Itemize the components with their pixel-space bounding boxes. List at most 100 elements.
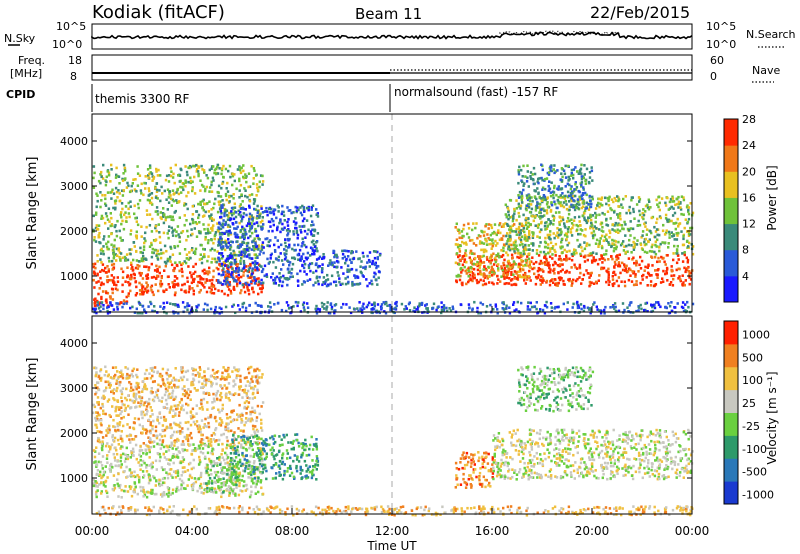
data-cell: [268, 207, 271, 211]
data-cell: [613, 196, 616, 200]
data-cell: [306, 251, 310, 255]
data-cell: [442, 306, 446, 310]
data-cell: [218, 306, 221, 310]
data-cell: [115, 173, 118, 177]
data-cell: [602, 257, 605, 260]
data-cell: [504, 269, 507, 272]
data-cell: [243, 264, 246, 267]
data-cell: [589, 215, 593, 218]
data-cell: [565, 254, 568, 257]
data-cell: [210, 167, 213, 170]
data-cell: [485, 240, 488, 243]
data-cell: [230, 275, 233, 279]
data-cell: [464, 269, 467, 273]
data-cell: [255, 480, 258, 483]
data-cell: [306, 302, 309, 305]
data-cell: [148, 164, 152, 167]
data-cell: [581, 249, 584, 253]
data-cell: [259, 174, 263, 177]
data-cell: [301, 237, 304, 241]
data-cell: [492, 308, 495, 311]
data-cell: [632, 248, 636, 251]
data-cell: [467, 222, 470, 226]
data-cell: [258, 180, 261, 184]
data-cell: [641, 278, 644, 281]
data-cell: [544, 255, 547, 258]
data-cell: [461, 281, 464, 285]
data-cell: [574, 183, 577, 186]
data-cell: [505, 251, 508, 254]
data-cell: [535, 252, 539, 255]
data-cell: [228, 211, 231, 215]
data-cell: [143, 493, 147, 497]
data-cell: [181, 262, 184, 265]
data-cell: [231, 240, 234, 244]
data-cell: [282, 263, 285, 266]
data-cell: [175, 191, 178, 194]
data-cell: [309, 269, 312, 273]
data-cell: [256, 268, 259, 272]
data-cell: [224, 282, 227, 286]
data-cell: [239, 262, 242, 265]
data-cell: [650, 255, 653, 258]
data-cell: [589, 226, 592, 230]
data-cell: [544, 241, 548, 245]
data-cell: [546, 201, 549, 204]
data-cell: [576, 170, 579, 173]
data-cell: [614, 263, 617, 266]
data-cell: [109, 180, 112, 183]
data-cell: [148, 464, 151, 467]
data-cell: [539, 250, 542, 254]
data-cell: [268, 309, 271, 312]
data-cell: [545, 211, 549, 215]
data-cell: [199, 288, 202, 292]
data-cell: [181, 230, 185, 233]
data-cell: [249, 276, 252, 279]
data-cell: [638, 213, 642, 217]
data-cell: [92, 165, 96, 168]
data-cell: [126, 266, 129, 269]
data-cell: [124, 169, 127, 173]
data-cell: [112, 192, 116, 195]
data-cell: [138, 281, 141, 285]
data-cell: [624, 251, 627, 254]
data-cell: [200, 261, 204, 265]
data-cell: [247, 292, 251, 296]
data-cell: [167, 462, 170, 465]
data-cell: [517, 202, 520, 206]
data-cell: [259, 480, 262, 484]
data-cell: [329, 282, 332, 286]
data-cell: [138, 311, 141, 315]
data-cell: [473, 273, 476, 277]
data-cell: [159, 199, 162, 203]
data-cell: [526, 196, 529, 200]
data-cell: [352, 307, 356, 311]
data-cell: [300, 244, 303, 248]
data-cell: [199, 200, 202, 204]
data-cell: [527, 221, 530, 225]
data-cell: [328, 311, 332, 315]
data-cell: [185, 194, 188, 198]
data-cell: [175, 263, 179, 267]
data-cell: [147, 268, 150, 272]
data-cell: [138, 478, 141, 482]
data-cell: [576, 300, 579, 304]
data-cell: [487, 265, 490, 269]
data-cell: [117, 247, 121, 250]
data-cell: [214, 305, 217, 309]
data-cell: [316, 215, 320, 218]
data-cell: [629, 211, 632, 215]
data-cell: [633, 217, 636, 220]
data-cell: [507, 259, 510, 263]
data-cell: [465, 254, 468, 257]
data-cell: [626, 250, 629, 253]
data-cell: [237, 268, 241, 272]
data-cell: [180, 487, 183, 491]
data-cell: [97, 452, 101, 455]
data-cell: [229, 211, 233, 215]
data-cell: [225, 230, 229, 233]
data-cell: [611, 228, 614, 231]
data-cell: [310, 240, 314, 244]
data-cell: [133, 245, 136, 248]
data-cell: [251, 287, 254, 290]
